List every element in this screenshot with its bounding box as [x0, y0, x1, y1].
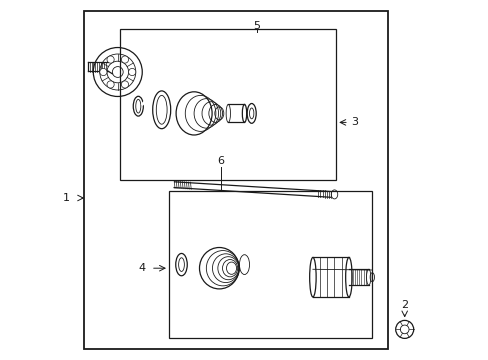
Text: 6: 6 — [217, 156, 224, 166]
Circle shape — [128, 68, 136, 76]
Text: 4: 4 — [138, 263, 145, 273]
Circle shape — [107, 81, 114, 88]
Text: 2: 2 — [400, 300, 407, 310]
Circle shape — [395, 320, 413, 338]
Circle shape — [121, 56, 128, 63]
Bar — [120, 29, 336, 180]
Circle shape — [121, 81, 128, 88]
Text: 1: 1 — [63, 193, 70, 203]
Bar — [84, 11, 387, 349]
Bar — [168, 191, 371, 338]
Circle shape — [100, 68, 107, 76]
Text: 5: 5 — [253, 21, 260, 31]
Text: 3: 3 — [350, 117, 357, 127]
Circle shape — [107, 56, 114, 63]
